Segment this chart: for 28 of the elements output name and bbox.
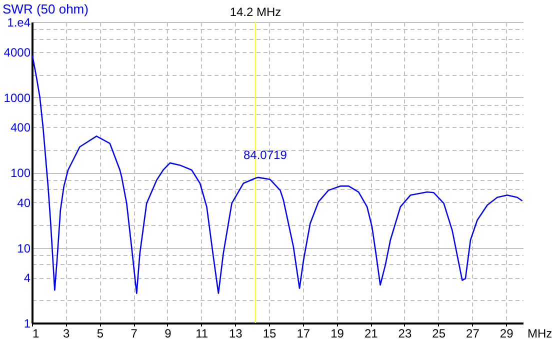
y-tick-label: 40 (17, 196, 31, 210)
x-tick-label: 9 (164, 326, 172, 339)
y-tick-label: 400 (10, 120, 31, 135)
x-tick-label: 23 (398, 326, 412, 339)
y-axis-title: SWR (50 ohm) (2, 2, 88, 16)
y-tick-label: 4000 (4, 45, 31, 60)
x-tick-label: 27 (466, 326, 480, 339)
y-tick-label: 1000 (4, 90, 31, 105)
x-tick-label: 11 (196, 326, 208, 339)
x-tick-label: 29 (500, 326, 514, 339)
y-tick-label: 1.e4 (7, 16, 31, 30)
x-tick-label: 15 (262, 326, 277, 339)
x-tick-label: 7 (130, 326, 138, 339)
y-tick-label: 100 (10, 166, 31, 180)
x-tick-label: 5 (96, 326, 104, 339)
y-tick-label: 1 (24, 316, 31, 330)
x-tick-label: 21 (364, 326, 378, 339)
x-tick-label: 25 (432, 326, 446, 339)
ref-line-label: 14.2 MHz (230, 5, 282, 19)
x-axis-title: MHz (528, 326, 552, 339)
y-tick-label: 10 (17, 241, 31, 256)
x-tick-label: 17 (296, 326, 310, 339)
x-tick-label: 19 (330, 326, 344, 339)
x-tick-label: 13 (228, 326, 243, 339)
line-series (32, 54, 523, 294)
x-tick-label: 3 (63, 326, 70, 339)
y-tick-label: 4 (24, 271, 31, 286)
x-tick-label: 1 (32, 326, 40, 339)
